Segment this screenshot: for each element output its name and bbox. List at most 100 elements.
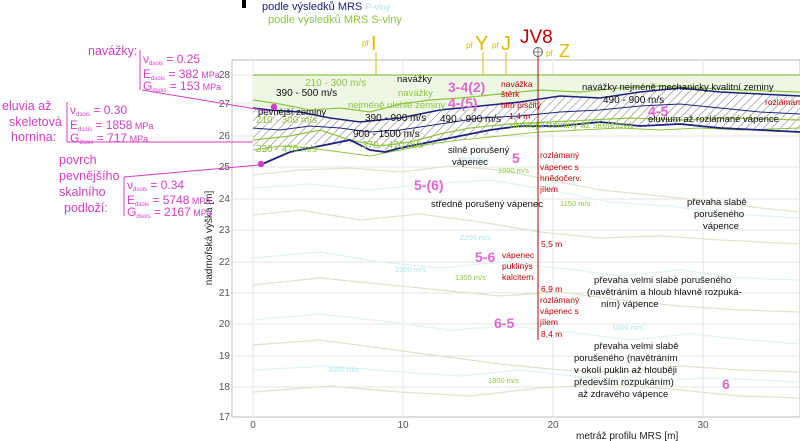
isoline-label-1800: 1800 m/s: [488, 376, 519, 385]
zone-eluvium: eluvium až rozlámané vápence: [648, 114, 779, 125]
vel-490-900-top: 490 - 900 m/s: [603, 95, 664, 106]
zone-slabe-1: převaha slabě: [687, 197, 747, 208]
xtick-10: 10: [397, 420, 409, 431]
ytick-21: 21: [219, 288, 231, 299]
svg-text:pf: pf: [546, 49, 553, 58]
isoline-label-1150: 1150 m/s: [560, 199, 591, 208]
svg-text:Z: Z: [559, 41, 570, 61]
zone-navazky-nejmene: navážky nejméně mechanicky kvalitní zemi…: [582, 82, 774, 93]
borehole-layer-3: hlín písčitý: [501, 100, 542, 110]
svg-text:νdsois = 0.30: νdsois = 0.30: [70, 103, 127, 118]
borehole-layer-4c: hnědočerv.: [540, 173, 581, 183]
x-axis-ticks: 0 10 20 30: [250, 420, 709, 431]
ytick-20: 20: [219, 319, 231, 330]
svg-text:pf: pf: [492, 41, 499, 50]
svg-text:pf: pf: [362, 39, 369, 48]
borehole-layer-2: štěrk: [501, 89, 520, 99]
vel-s-210-300-top: 210 - 300 m/s: [305, 78, 366, 89]
vel-s-370-470: 370 - 470 m/s: [362, 140, 423, 151]
marker-pf-I: pf I: [362, 33, 377, 75]
hatched-eluvia-zone: [253, 88, 800, 152]
svg-text:pevnějšího: pevnějšího: [59, 169, 120, 183]
zone-zdravy-4: především rozpukáním): [574, 377, 674, 388]
zone-zdravy-5: až zdravého vápence: [578, 389, 668, 400]
svg-text:Gdsois = 717 MPa: Gdsois = 717 MPa: [70, 131, 148, 146]
swave-boundary-middle: [252, 117, 800, 147]
svg-text:povrch: povrch: [59, 153, 97, 167]
svg-text:Edsois = 382 MPa: Edsois = 382 MPa: [143, 67, 220, 82]
velocity-labels-black: 390 - 500 m/s 390 - 900 m/s 900 - 1500 m…: [276, 88, 664, 140]
borehole-layer-5c: kalcitem: [502, 272, 533, 282]
svg-text:skeletová: skeletová: [9, 115, 62, 129]
borehole-depth-3: 6,9 m: [541, 284, 562, 294]
isoline-labels: 1000 m/s 1150 m/s 1300 m/s 2300 m/s 1600…: [328, 155, 643, 385]
ytick-26: 26: [219, 131, 231, 142]
zone-zdravy-2: porušeného (navětráním: [574, 353, 678, 364]
param-point-navazky: [270, 103, 278, 111]
borehole-layer-6b: vápenec s: [540, 306, 579, 316]
svg-text:eluvia až: eluvia až: [2, 99, 51, 113]
borehole-layer-5a: vápenec: [502, 250, 535, 260]
zone-number-4-5: 4-5: [648, 103, 668, 119]
zone-green-ulehlejsi: ulehlejší zeminy až skeletová: [510, 120, 634, 131]
isoline-label-3500: 3500 m/s: [328, 365, 359, 374]
ytick-22: 22: [219, 257, 231, 268]
isoline-label-1500: 1500 m/s: [458, 155, 489, 164]
zone-velmi-slabe-3: ním) vápence: [601, 299, 659, 310]
y-axis-label: nadmořská výška [m]: [204, 191, 215, 286]
vel-390-900: 390 - 900 m/s: [365, 113, 426, 124]
borehole-layer-4a: rozlámaný: [540, 150, 580, 160]
isolines-green: [252, 165, 800, 399]
isoline-label-2200: 2200 m/s: [460, 233, 491, 242]
svg-text:podloží:: podloží:: [64, 201, 108, 215]
y-axis-ticks: 17 18 19 20 21 22 23 24 25 26 27 28: [219, 70, 231, 423]
zone-labels-black: navážky pevnější zeminy navážky nejméně …: [258, 74, 779, 400]
borehole-layer-6a: rozlámaný: [540, 295, 580, 305]
borehole-layer-5b: puklinýs: [502, 261, 533, 271]
x-axis-label: metráž profilu MRS [m]: [576, 431, 678, 441]
zone-number-5-6p: 5-(6): [414, 177, 444, 193]
vel-s-210-300-left: 210 - 300 m/s: [256, 115, 317, 126]
isoline-label-1000: 1000 m/s: [498, 166, 529, 175]
zone-number-6-5: 6-5: [494, 315, 514, 331]
isoline-label-1600: 1600 m/s: [612, 323, 643, 332]
swave-boundary-upper: [252, 85, 800, 113]
zone-velmi-slabe-2: (navětráním a hloub hlavně rozpuká-: [587, 287, 742, 298]
isoline-label-1300: 1300 m/s: [455, 273, 486, 282]
svg-text:I: I: [371, 33, 377, 55]
borehole-descriptions: navážka štěrk hlín písčitý 1,4 m rozláma…: [501, 79, 800, 339]
vel-490-900-mid: 490 - 900 m/s: [440, 114, 501, 125]
param-point-bedrock: [257, 160, 265, 168]
borehole-layer-1: navážka: [501, 79, 533, 89]
zone-number-3-4-2: 3-4(2): [448, 79, 485, 95]
marker-pf-Z: pf Z: [546, 41, 570, 61]
svg-text:skalního: skalního: [59, 185, 106, 199]
svg-text:JV8: JV8: [520, 27, 553, 48]
zone-stredne-poruseny: středně porušený vápenec: [431, 199, 543, 210]
ytick-28: 28: [219, 70, 231, 81]
zone-green-nejmene-ulehle: nejméně ulehlé zeminy: [348, 100, 445, 111]
legend-mrs-pwave: podle výsledků MRS P-vlny: [262, 1, 391, 13]
borehole-layer-4b: vápenec s: [540, 162, 579, 172]
pwave-bedrock-line: [259, 121, 800, 166]
borehole-depth-2: 5,5 m: [541, 239, 562, 249]
ytick-17: 17: [219, 412, 231, 423]
zone-slabe-3: vápence: [703, 221, 739, 232]
svg-text:J: J: [501, 33, 511, 55]
zone-number-6: 6: [722, 376, 730, 392]
vel-900-1500: 900 - 1500 m/s: [353, 129, 420, 140]
pwave-surface-line: [252, 87, 800, 123]
ytick-27: 27: [219, 99, 231, 110]
borehole-right-label: rozlámaný: [765, 97, 800, 107]
zone-pevnejsi-zeminy: pevnější zeminy: [258, 107, 326, 118]
xtick-20: 20: [547, 420, 559, 431]
svg-text:νdsois = 0.25: νdsois = 0.25: [143, 52, 200, 67]
vel-390-500: 390 - 500 m/s: [276, 88, 337, 99]
xtick-30: 30: [697, 420, 709, 431]
svg-text:hornina:: hornina:: [11, 130, 56, 144]
zone-green-navazky: navážky: [398, 88, 433, 99]
zone-number-5: 5: [512, 150, 520, 166]
zone-silne-poruseny-2: vápenec: [452, 157, 488, 168]
svg-text:Y: Y: [475, 33, 488, 55]
